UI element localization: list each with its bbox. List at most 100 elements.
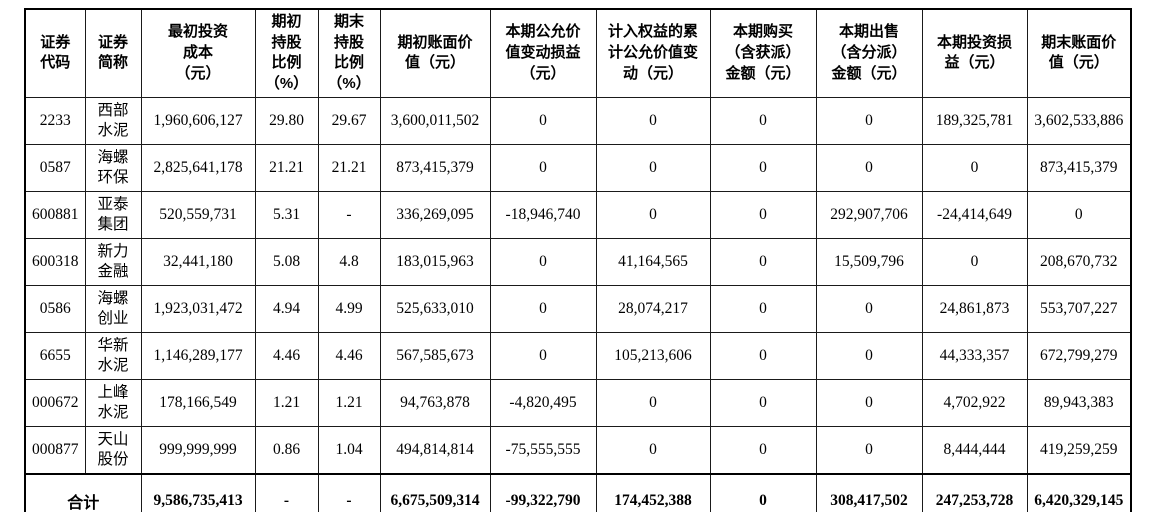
value-cell: 29.80 [254, 96, 319, 145]
value-cell: 0 [815, 331, 923, 380]
value-cell: 1,146,289,177 [140, 331, 256, 380]
security-code-cell: 600318 [24, 237, 86, 286]
value-cell: 0 [709, 190, 817, 239]
value-cell: 3,600,011,502 [379, 96, 491, 145]
security-name-cell: 华新 水泥 [84, 331, 142, 380]
value-cell: 4.94 [254, 284, 319, 333]
value-cell: 0 [595, 425, 711, 475]
value-cell: 183,015,963 [379, 237, 491, 286]
value-cell: -24,414,649 [921, 190, 1028, 239]
value-cell: 0 [709, 425, 817, 475]
value-cell: 0 [489, 284, 597, 333]
table-row: 0586 海螺 创业 1,923,031,472 4.94 4.99 525,633,01… [24, 284, 1132, 333]
value-cell: 4.46 [317, 331, 381, 380]
value-cell: 8,444,444 [921, 425, 1028, 475]
value-cell: 873,415,379 [379, 143, 491, 192]
value-cell: 178,166,549 [140, 378, 256, 427]
table-row: 600318 新力 金融 32,441,180 5.08 4.8 183,015,963 0… [24, 237, 1132, 286]
table-row: 000877 天山 股份 999,999,999 0.86 1.04 494,814,81… [24, 425, 1132, 475]
value-cell: 208,670,732 [1026, 237, 1132, 286]
value-cell: 4.46 [254, 331, 319, 380]
table-row: 6655 华新 水泥 1,146,289,177 4.46 4.46 567,585,67… [24, 331, 1132, 380]
value-cell: 999,999,999 [140, 425, 256, 475]
value-cell: 4.8 [317, 237, 381, 286]
column-header: 期初账面价 值（元） [379, 8, 491, 98]
value-cell: 89,943,383 [1026, 378, 1132, 427]
value-cell: 3,602,533,886 [1026, 96, 1132, 145]
value-cell: 94,763,878 [379, 378, 491, 427]
value-cell: 494,814,814 [379, 425, 491, 475]
value-cell: 105,213,606 [595, 331, 711, 380]
security-code-cell: 2233 [24, 96, 86, 145]
column-header: 本期出售 （含分派） 金额（元） [815, 8, 923, 98]
security-name-cell: 西部 水泥 [84, 96, 142, 145]
value-cell: 2,825,641,178 [140, 143, 256, 192]
value-cell: 0 [595, 143, 711, 192]
value-cell: 41,164,565 [595, 237, 711, 286]
value-cell: 1,923,031,472 [140, 284, 256, 333]
total-value-cell: - [317, 472, 381, 512]
value-cell: 1.21 [317, 378, 381, 427]
column-header: 证券 简称 [84, 8, 142, 98]
value-cell: 0 [815, 284, 923, 333]
table-row: 600881 亚泰 集团 520,559,731 5.31-336,269,095 -1… [24, 190, 1132, 239]
value-cell: 0 [489, 331, 597, 380]
value-cell: 4,702,922 [921, 378, 1028, 427]
security-name-cell: 天山 股份 [84, 425, 142, 475]
total-value-cell: 9,586,735,413 [140, 472, 256, 512]
security-code-cell: 0587 [24, 143, 86, 192]
value-cell: 873,415,379 [1026, 143, 1132, 192]
value-cell: 567,585,673 [379, 331, 491, 380]
total-row: 合计 9,586,735,413- -6,675,509,314 -99,322,79… [24, 472, 1132, 512]
value-cell: 0 [921, 143, 1028, 192]
value-cell: 0 [709, 143, 817, 192]
security-name-cell: 亚泰 集团 [84, 190, 142, 239]
value-cell: 419,259,259 [1026, 425, 1132, 475]
column-header: 本期购买 （含获派） 金额（元） [709, 8, 817, 98]
value-cell: - [317, 190, 381, 239]
value-cell: 189,325,781 [921, 96, 1028, 145]
total-label: 合计 [24, 472, 142, 512]
value-cell: -18,946,740 [489, 190, 597, 239]
value-cell: 0 [921, 237, 1028, 286]
value-cell: 5.31 [254, 190, 319, 239]
security-name-cell: 新力 金融 [84, 237, 142, 286]
security-code-cell: 0586 [24, 284, 86, 333]
security-code-cell: 6655 [24, 331, 86, 380]
security-name-cell: 海螺 环保 [84, 143, 142, 192]
value-cell: 520,559,731 [140, 190, 256, 239]
value-cell: -4,820,495 [489, 378, 597, 427]
value-cell: 672,799,279 [1026, 331, 1132, 380]
column-header: 期初 持股 比例 （%） [254, 8, 319, 98]
column-header: 期末 持股 比例 （%） [317, 8, 381, 98]
total-value-cell: 308,417,502 [815, 472, 923, 512]
total-value-cell: 247,253,728 [921, 472, 1028, 512]
value-cell: 5.08 [254, 237, 319, 286]
value-cell: 0 [815, 378, 923, 427]
column-header: 本期公允价 值变动损益 （元） [489, 8, 597, 98]
total-value-cell: 6,675,509,314 [379, 472, 491, 512]
value-cell: 0 [595, 96, 711, 145]
table-row: 0587 海螺 环保 2,825,641,178 21.21 21.21 873,415,… [24, 143, 1132, 192]
security-code-cell: 000672 [24, 378, 86, 427]
total-value-cell: 174,452,388 [595, 472, 711, 512]
value-cell: 15,509,796 [815, 237, 923, 286]
value-cell: 0 [595, 378, 711, 427]
column-header: 本期投资损 益（元） [921, 8, 1028, 98]
value-cell: 21.21 [317, 143, 381, 192]
value-cell: 336,269,095 [379, 190, 491, 239]
value-cell: 292,907,706 [815, 190, 923, 239]
value-cell: 0 [709, 378, 817, 427]
value-cell: 24,861,873 [921, 284, 1028, 333]
security-name-cell: 上峰 水泥 [84, 378, 142, 427]
column-header: 最初投资 成本 （元） [140, 8, 256, 98]
security-name-cell: 海螺 创业 [84, 284, 142, 333]
table-row: 000672 上峰 水泥 178,166,549 1.21 1.21 94,763,878… [24, 378, 1132, 427]
value-cell: 0 [709, 237, 817, 286]
column-header: 期末账面价 值（元） [1026, 8, 1132, 98]
table-row: 2233 西部 水泥 1,960,606,127 29.80 29.67 3,600,01… [24, 96, 1132, 145]
securities-investment-table: 证券 代码 证券 简称 最初投资 成本 （元） 期初 持股 比例 （%） 期末 持股 比… [24, 8, 1132, 512]
table-body: 2233 西部 水泥 1,960,606,127 29.80 29.67 3,600,01… [24, 96, 1132, 475]
value-cell: 525,633,010 [379, 284, 491, 333]
